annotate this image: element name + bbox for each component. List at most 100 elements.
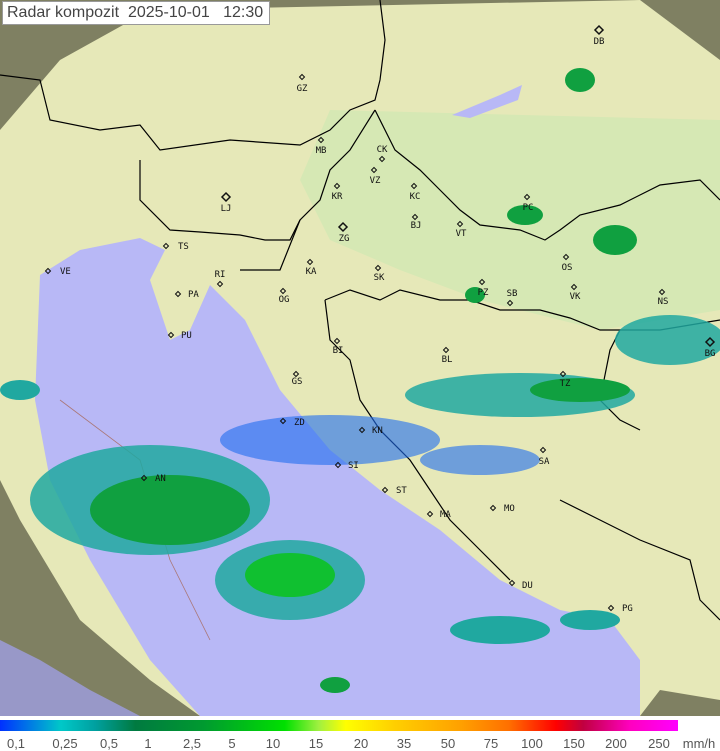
city-label: DB [594,37,605,47]
city-label: ZG [339,234,350,244]
rain-area [593,225,637,255]
city-marker-icon [334,461,342,469]
city-marker-icon [704,336,716,348]
rain-area [465,287,485,303]
rain-area [565,68,595,92]
city-marker-icon [279,287,287,295]
city-label: BJ [411,221,422,231]
city-marker-icon [279,417,287,425]
city-marker-icon [562,253,570,261]
title-date: 2025-10-01 [127,4,210,21]
city-label: OS [562,263,573,273]
city-marker-icon [523,193,531,201]
city-label: VT [456,229,467,239]
rain-area [507,205,543,225]
city-label: PA [188,290,199,300]
city-marker-icon [570,283,578,291]
city-label: RI [215,270,226,280]
legend-label: 100 [521,736,543,751]
city-label: LJ [221,204,232,214]
rain-area [0,380,40,400]
city-marker-icon [378,155,386,163]
city-marker-icon [506,299,514,307]
city-label: MO [504,504,515,514]
rain-area [450,616,550,644]
city-label: SK [374,273,385,283]
city-marker-icon [174,290,182,298]
city-label: AN [155,474,166,484]
city-marker-icon [381,486,389,494]
legend-label: 150 [563,736,585,751]
city-label: ZD [294,418,305,428]
city-label: VE [60,267,71,277]
city-marker-icon [44,267,52,275]
rain-area [245,553,335,597]
city-marker-icon [162,242,170,250]
rain-area [420,445,540,475]
city-label: SA [539,457,550,467]
city-label: BL [442,355,453,365]
city-label: KR [332,192,343,202]
legend-unit: mm/h [682,736,716,751]
city-label: PZ [478,288,489,298]
legend-label: 20 [353,736,369,751]
city-marker-icon [306,258,314,266]
city-label: SB [507,289,518,299]
city-marker-icon [216,280,224,288]
radar-map: DB GZ MB CK VZ KR KC LJ ZG BJ VT PC OS PZ SB VK NS BG TS VE… [0,0,720,716]
city-label: OG [279,295,290,305]
title-label: Radar kompozit [7,4,120,21]
city-marker-icon [358,426,366,434]
legend-label: 5 [228,736,236,751]
city-marker-icon [140,474,148,482]
city-marker-icon [658,288,666,296]
city-label: ST [396,486,407,496]
city-marker-icon [292,370,300,378]
city-marker-icon [410,182,418,190]
legend-label: 0,1 [6,736,26,751]
city-marker-icon [456,220,464,228]
city-label: KC [410,192,421,202]
precipitation [0,68,720,693]
legend-label: 75 [483,736,499,751]
city-marker-icon [508,579,516,587]
city-marker-icon [478,278,486,286]
legend-label: 35 [396,736,412,751]
city-label: NS [658,297,669,307]
rain-area [320,677,350,693]
city-marker-icon [411,213,419,221]
city-label: MB [316,146,327,156]
city-marker-icon [298,73,306,81]
legend-label: 1 [144,736,152,751]
city-label: MA [440,510,451,520]
legend-color-scale [0,720,678,731]
legend-label: 2,5 [182,736,202,751]
rain-area [530,378,630,402]
city-label: KN [372,426,383,436]
city-label: SI [348,461,359,471]
city-marker-icon [559,370,567,378]
city-marker-icon [337,221,349,233]
city-label: DU [522,581,533,591]
city-label: BI [333,346,344,356]
city-label: VK [570,292,581,302]
legend-label: 0,25 [52,736,78,751]
city-marker-icon [333,182,341,190]
city-marker-icon [539,446,547,454]
adriatic-sea [35,238,640,716]
legend-label: 50 [440,736,456,751]
city-label: BG [705,349,716,359]
city-marker-icon [370,166,378,174]
rain-area [615,315,720,365]
city-label: PC [523,203,534,213]
map-svg: DB GZ MB CK VZ KR KC LJ ZG BJ VT PC OS PZ SB VK NS BG TS VE… [0,0,720,716]
city-label: GZ [297,84,308,94]
city-label: GS [292,377,303,387]
title-time: 12:30 [223,4,264,21]
city-label: PU [181,331,192,341]
legend-label: 200 [605,736,627,751]
city-marker-icon [426,510,434,518]
rain-area [560,610,620,630]
city-markers: DB GZ MB CK VZ KR KC LJ ZG BJ VT PC OS PZ SB VK NS BG TS VE… [44,24,716,614]
city-marker-icon [489,504,497,512]
